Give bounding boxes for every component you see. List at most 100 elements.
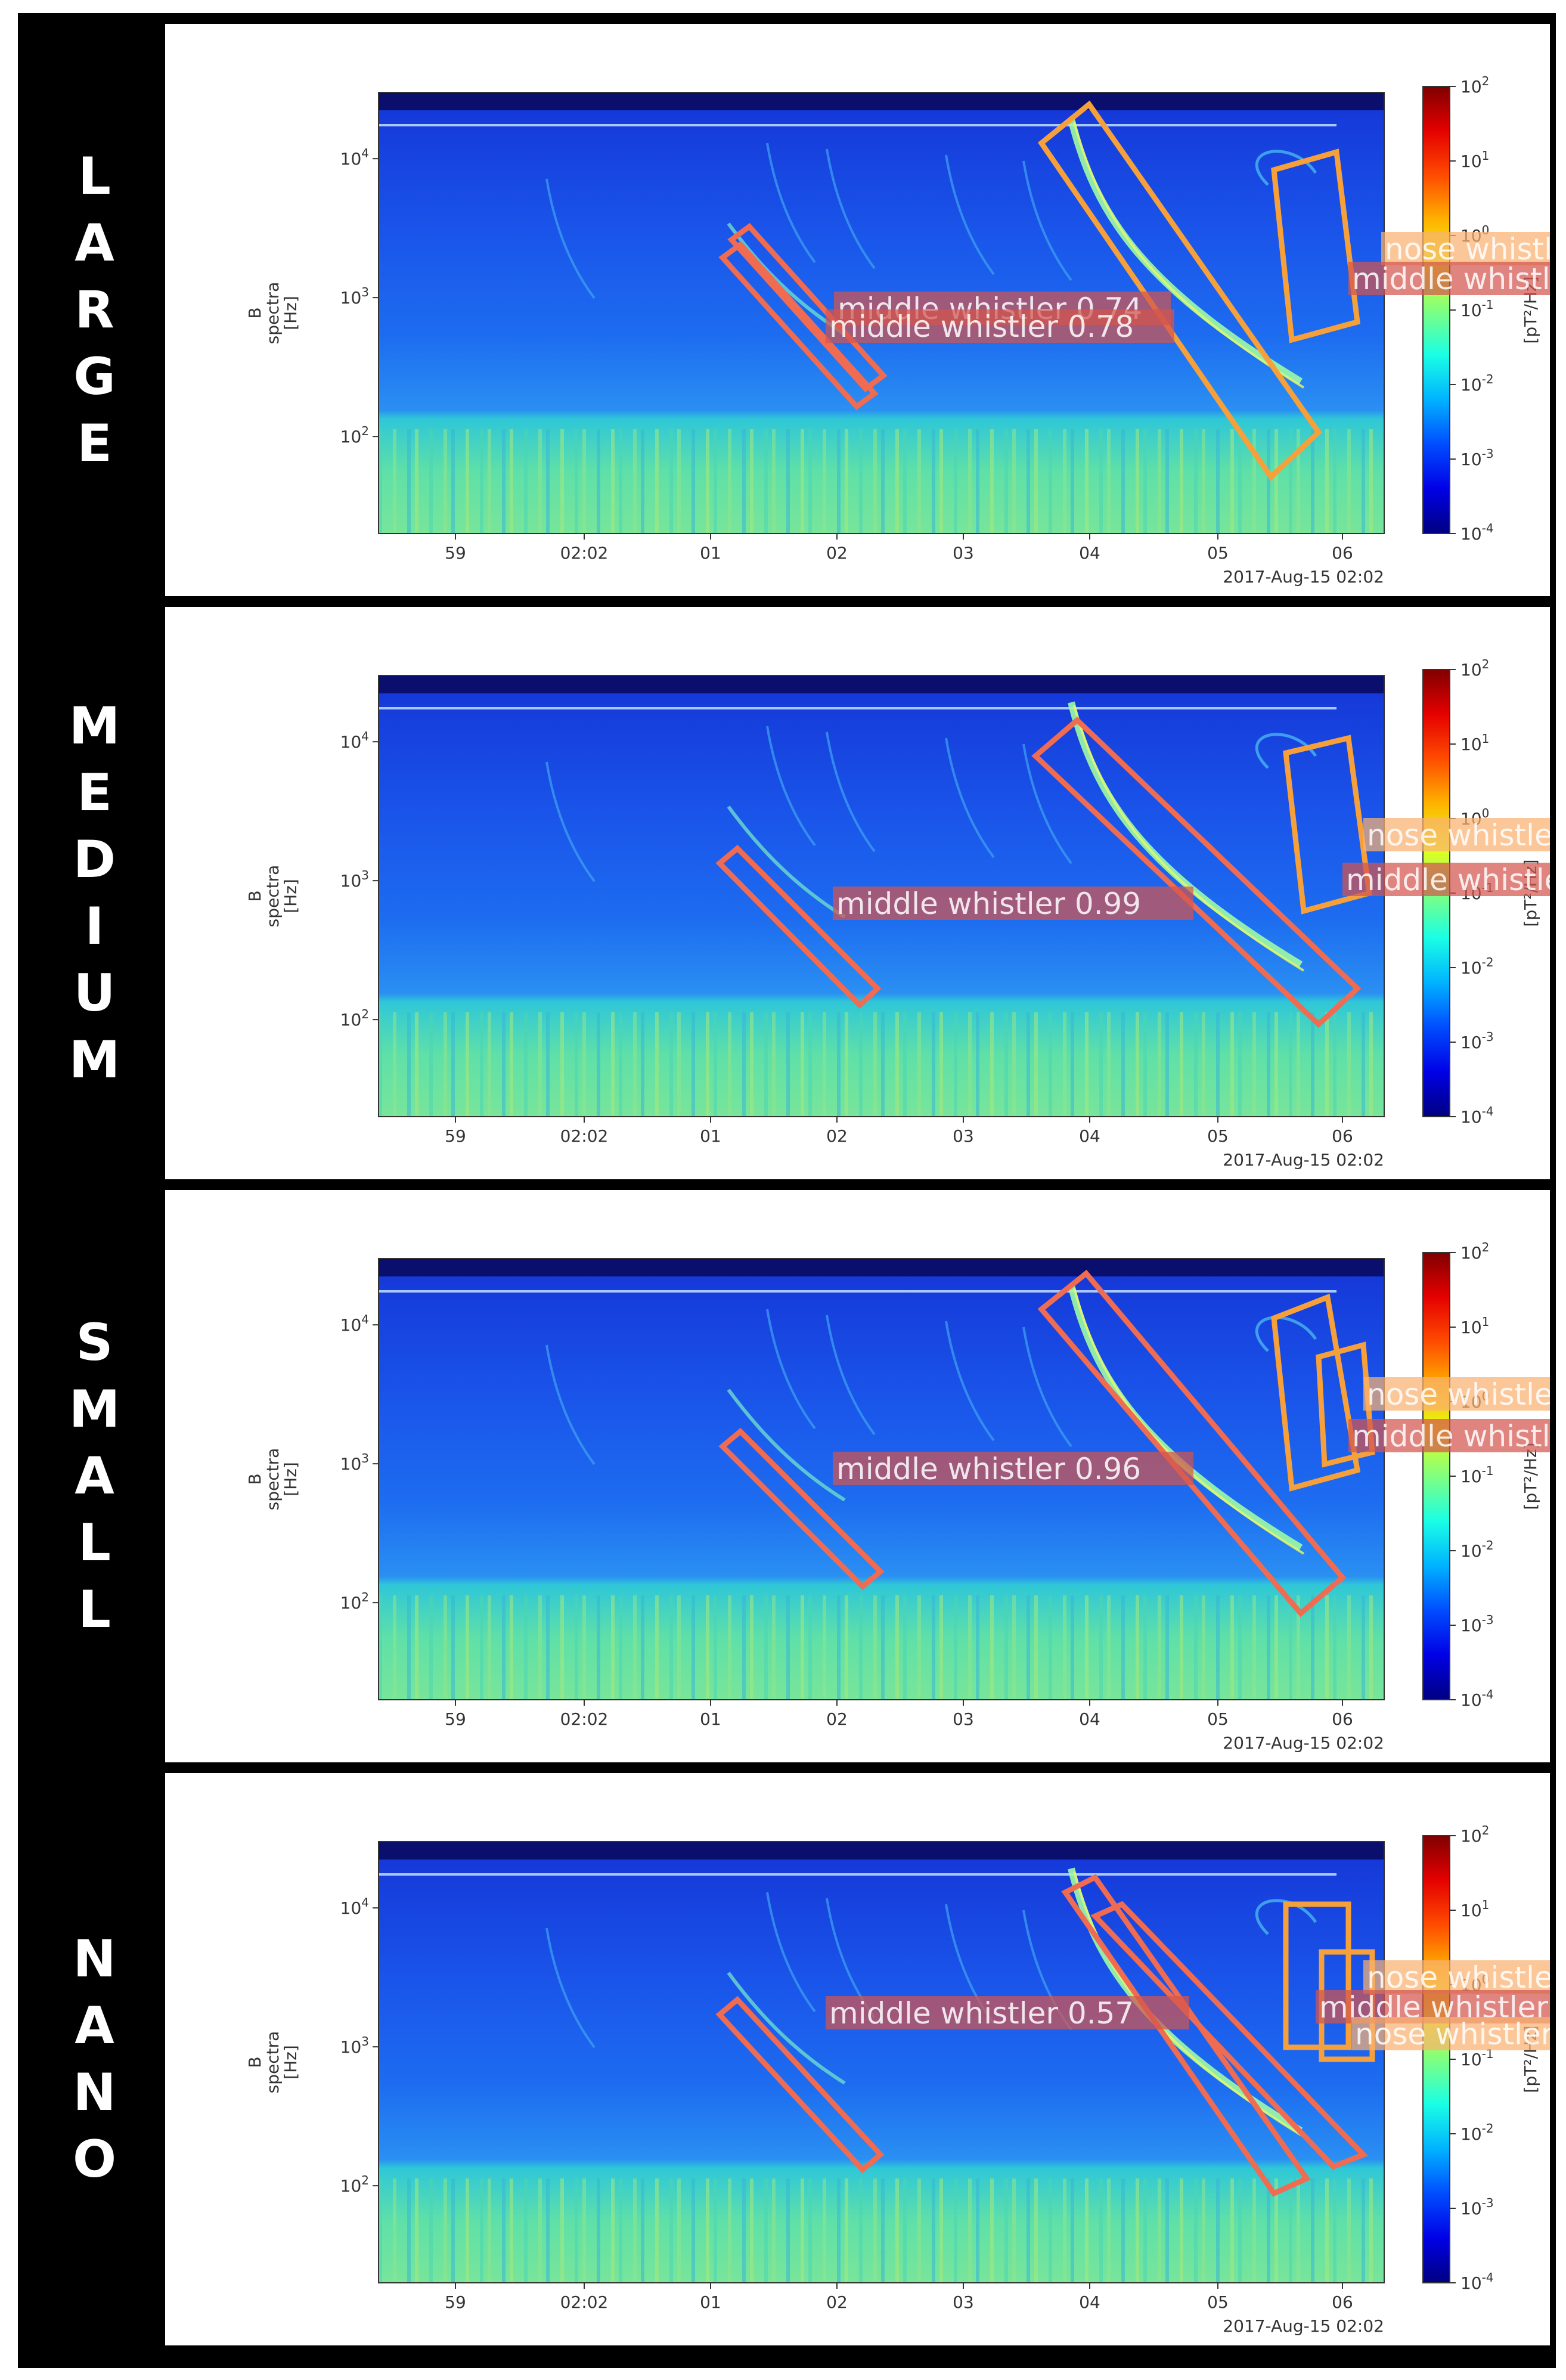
x-axis-label: 2017-Aug-15 02:02 xyxy=(1223,2316,1384,2336)
x-tick-label: 59 xyxy=(445,2292,466,2312)
colorbar: 10-410-310-210-1100101102[pT²/Hz] xyxy=(1422,1823,1540,2293)
colorbar-tick-label: 102 xyxy=(1460,1823,1489,1846)
x-tick-label: 05 xyxy=(1207,1126,1229,1146)
colorbar-tick-label: 102 xyxy=(1460,657,1489,680)
detection-box xyxy=(715,1995,885,2174)
spectrogram-top-band xyxy=(379,675,1384,693)
colorbar-tick-label: 101 xyxy=(1460,732,1489,754)
detection-box xyxy=(718,240,879,411)
detection-label-text: middle whistler 0.99 xyxy=(836,887,1141,921)
x-tick-label: 04 xyxy=(1079,543,1100,563)
x-tick-label: 02 xyxy=(826,1709,848,1729)
x-tick-label: 03 xyxy=(953,543,974,563)
y-tick-label: 104 xyxy=(340,1895,369,1918)
detection-label-text: middle whistler 0.57 xyxy=(829,1996,1134,2031)
spectrogram-top-band xyxy=(379,1259,1384,1276)
colorbar-tick-label: 10-4 xyxy=(1460,1104,1494,1127)
x-tick-label: 06 xyxy=(1332,2292,1353,2312)
spectrogram-texture xyxy=(379,429,1373,534)
detection-label-text: middle whistler 0.78 xyxy=(829,309,1134,344)
detection-box xyxy=(1090,1901,1368,2170)
colorbar-tick-label: 101 xyxy=(1460,1315,1489,1337)
detection-label: middle whistler 0.96 xyxy=(833,1452,1193,1486)
detection-label: nose whistler xyxy=(1363,818,1566,853)
model-label-column: MEDIUM xyxy=(24,607,165,1179)
detections: middle whistler 0.96 nose whistler middle … xyxy=(718,1269,1566,1617)
x-tick-label: 06 xyxy=(1332,1126,1353,1146)
y-axis-label: Bspectra[Hz] xyxy=(245,2031,300,2094)
x-axis: 59 02:02 01 02 03 04 05 06 2017-Aug-15 02:02 xyxy=(445,1117,1384,1170)
y-axis: 102 103 104 Bspectra[Hz] xyxy=(245,1312,379,1613)
x-tick-label: 05 xyxy=(1207,2292,1229,2312)
detection-label-text: middle whistler 0. xyxy=(1352,1419,1550,1454)
detection-label-text: nose whistler xyxy=(1385,232,1550,266)
y-tick-label: 102 xyxy=(340,1590,369,1613)
x-tick-label: 59 xyxy=(445,1709,466,1729)
y-axis: 102 103 104 Bspectra[Hz] xyxy=(245,1895,379,2196)
model-label: LARGE xyxy=(73,147,116,473)
detection-label-text: nose whistler xyxy=(1367,1960,1550,1995)
y-tick-label: 104 xyxy=(340,1312,369,1335)
detection-box xyxy=(1283,1901,1351,2050)
y-axis-label: Bspectra[Hz] xyxy=(245,1448,300,1511)
y-axis-label: Bspectra[Hz] xyxy=(245,282,300,345)
model-label-column: LARGE xyxy=(24,24,165,596)
x-tick-label: 06 xyxy=(1332,1709,1353,1729)
spectrogram-texture xyxy=(379,1012,1373,1117)
detection-box xyxy=(718,1427,885,1591)
whistler-traces xyxy=(545,1284,1317,1555)
colorbar-tick-label: 10-2 xyxy=(1460,2121,1494,2144)
x-tick-label: 02 xyxy=(826,543,848,563)
plot-frame xyxy=(378,1841,1385,2283)
colorbar-gradient xyxy=(1422,86,1450,534)
colorbar-tick-label: 10-2 xyxy=(1460,372,1494,395)
x-tick-label: 04 xyxy=(1079,2292,1100,2312)
x-tick-label: 06 xyxy=(1332,543,1353,563)
y-tick-label: 102 xyxy=(340,1007,369,1030)
detection-label: nose whistler xyxy=(1381,232,1566,266)
x-tick-label: 05 xyxy=(1207,543,1229,563)
colorbar-tick-label: 101 xyxy=(1460,1898,1489,1920)
model-label: NANO xyxy=(72,1929,117,2189)
panel-nano: NANO 59 02:02 01 02 03 04 05 06 2017-Aug-15 02:02… xyxy=(24,1773,1566,2345)
panel-large: LARGE 59 02:02 01 02 03 04 05 06 2017-Aug-15 02:0… xyxy=(24,24,1566,596)
panel-small: SMALL 59 02:02 01 02 03 04 05 06 2017-Aug-15 02:0… xyxy=(24,1190,1566,1762)
detection-label: middle whistler 0. xyxy=(1348,1419,1566,1454)
x-tick-label: 03 xyxy=(953,1709,974,1729)
y-axis: 102 103 104 Bspectra[Hz] xyxy=(245,146,379,447)
x-tick-label: 59 xyxy=(445,1126,466,1146)
detection-box xyxy=(1271,148,1360,343)
y-axis-label: Bspectra[Hz] xyxy=(245,865,300,928)
plot-area xyxy=(379,675,1384,1117)
detection-label: middle whistler 0.99 xyxy=(833,887,1193,921)
x-axis: 59 02:02 01 02 03 04 05 06 2017-Aug-15 02:02 xyxy=(445,1700,1384,1753)
x-tick-label: 02 xyxy=(826,2292,848,2312)
x-axis: 59 02:02 01 02 03 04 05 06 2017-Aug-15 02:02 xyxy=(445,534,1384,587)
x-axis-label: 2017-Aug-15 02:02 xyxy=(1223,1150,1384,1170)
colorbar-tick-label: 10-1 xyxy=(1460,298,1494,320)
colorbar-gradient xyxy=(1422,1835,1450,2283)
spectrogram-plot: 59 02:02 01 02 03 04 05 06 2017-Aug-15 02:02 102 1… xyxy=(165,1773,1566,2345)
plot-frame xyxy=(378,1258,1385,1700)
model-label-column: SMALL xyxy=(24,1190,165,1762)
spectrogram-top-band xyxy=(379,92,1384,110)
y-tick-label: 103 xyxy=(340,2034,369,2057)
x-tick-label: 02:02 xyxy=(560,543,609,563)
detection-label-text: nose whistler xyxy=(1367,818,1550,853)
detection-label: nose whistler 0.58 xyxy=(1351,2017,1566,2051)
x-tick-label: 59 xyxy=(445,543,466,563)
detection-box xyxy=(1037,1269,1347,1617)
y-tick-label: 102 xyxy=(340,424,369,447)
colorbar-tick-label: 102 xyxy=(1460,74,1489,97)
whistler-traces xyxy=(545,701,1317,972)
detection-label-text: middle whistler 1. xyxy=(1346,863,1550,897)
y-tick-label: 103 xyxy=(340,285,369,308)
colorbar-label: [pT²/Hz] xyxy=(1521,1442,1540,1510)
detection-box xyxy=(1037,100,1322,481)
spectrogram-plot: 59 02:02 01 02 03 04 05 06 2017-Aug-15 02:02 102 1… xyxy=(165,24,1566,596)
y-tick-label: 103 xyxy=(340,1451,369,1474)
colorbar-tick-label: 10-4 xyxy=(1460,2270,1494,2293)
detection-label: nose whistler xyxy=(1363,1377,1566,1412)
colorbar-gradient xyxy=(1422,1252,1450,1700)
colorbar-tick-label: 10-4 xyxy=(1460,1687,1494,1710)
